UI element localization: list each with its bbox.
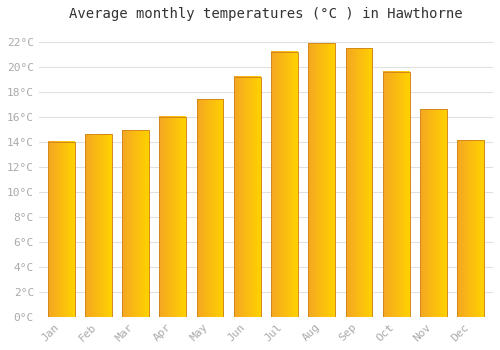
Bar [458, 140, 484, 317]
Bar [85, 134, 112, 317]
Bar [420, 109, 447, 317]
Title: Average monthly temperatures (°C ) in Hawthorne: Average monthly temperatures (°C ) in Ha… [69, 7, 462, 21]
Bar [122, 131, 149, 317]
Bar [160, 117, 186, 317]
Bar [234, 77, 260, 317]
Bar [308, 43, 335, 317]
Bar [271, 51, 298, 317]
Bar [383, 72, 409, 317]
Bar [196, 99, 224, 317]
Bar [48, 142, 74, 317]
Bar [346, 48, 372, 317]
